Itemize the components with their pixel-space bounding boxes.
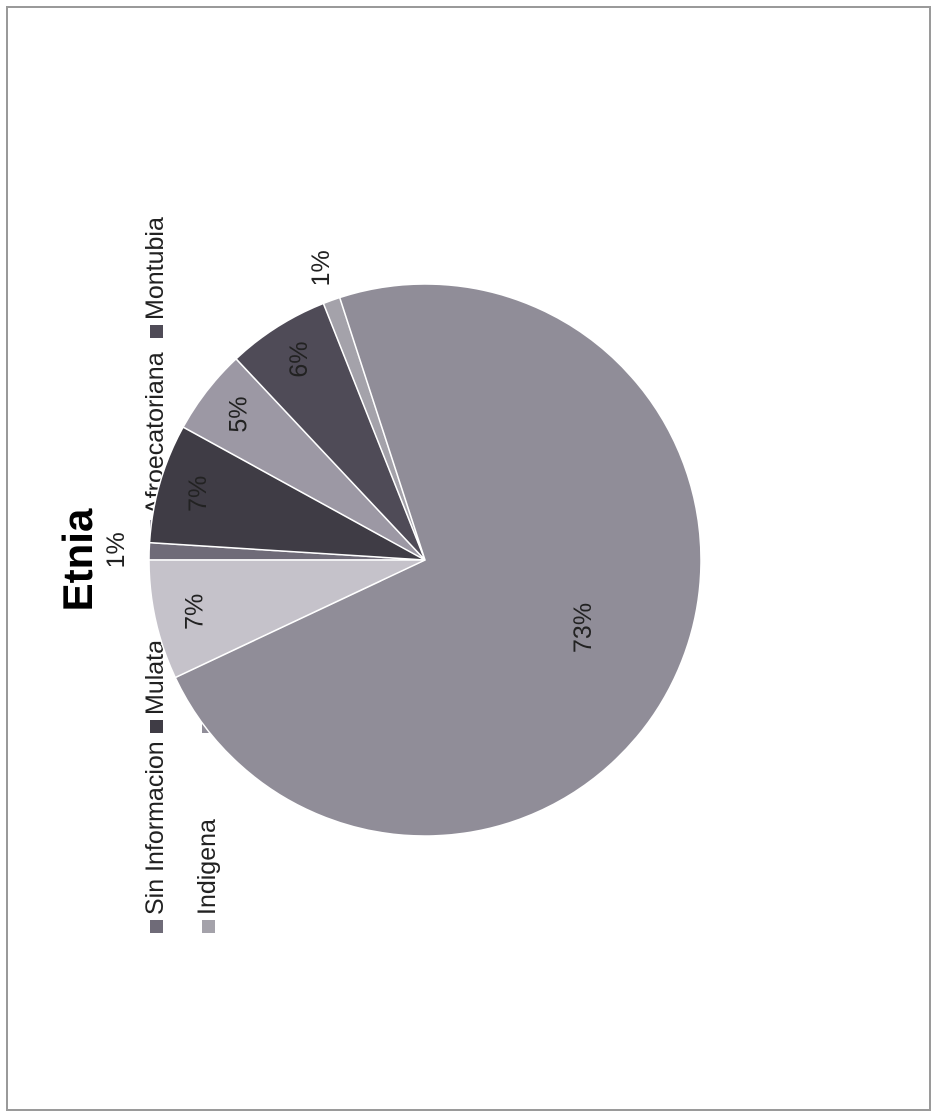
legend-swatch-mulata bbox=[150, 720, 163, 733]
legend-item-sin-informacion: Sin Informacion bbox=[141, 741, 169, 933]
legend-item-indigena: Indigena bbox=[193, 819, 221, 933]
legend-label-montubia: Montubia bbox=[141, 217, 169, 320]
pie-slice-mestiza bbox=[174, 283, 702, 837]
chart-title: Etnia bbox=[54, 508, 101, 611]
data-label-indigena: 1% bbox=[307, 250, 335, 286]
legend-label-sin-informacion: Sin Informacion bbox=[141, 741, 169, 915]
data-label-mulata: 7% bbox=[184, 476, 212, 512]
legend-swatch-montubia bbox=[150, 325, 163, 338]
pie-slice-blanca bbox=[148, 559, 426, 679]
legend-label-indigena: Indigena bbox=[193, 819, 221, 915]
data-label-afroecatoriana: 5% bbox=[224, 396, 252, 432]
data-label-mestiza: 73% bbox=[569, 603, 597, 653]
legend-item-montubia: Montubia bbox=[141, 217, 169, 338]
pie-slice-mulata bbox=[148, 426, 426, 561]
data-labels: 1% 7% 5% 6% 1% 73% 7% bbox=[102, 250, 597, 653]
data-label-blanca: 7% bbox=[180, 594, 208, 630]
data-label-montubia: 6% bbox=[285, 342, 313, 378]
legend-swatch-indigena bbox=[202, 920, 215, 933]
data-label-sin-informacion: 1% bbox=[102, 532, 130, 568]
legend-swatch-sin-informacion bbox=[150, 920, 163, 933]
pie-slices bbox=[148, 283, 702, 837]
